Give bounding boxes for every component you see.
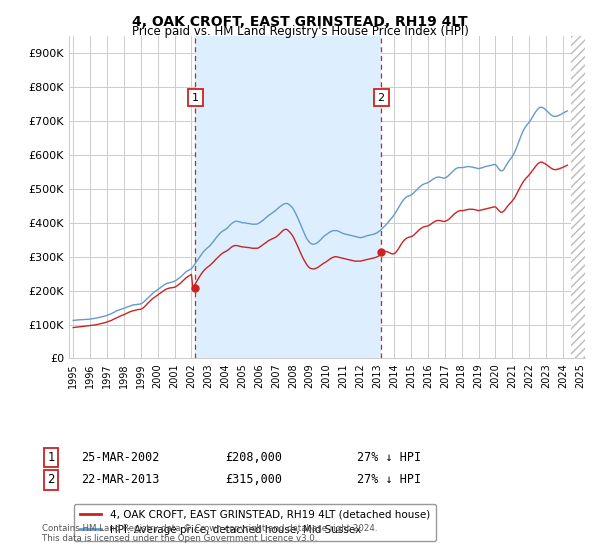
Text: £315,000: £315,000 [225,473,282,487]
Text: 22-MAR-2013: 22-MAR-2013 [81,473,160,487]
Text: 2: 2 [47,473,55,487]
Text: 1: 1 [192,92,199,102]
Bar [196,36,381,358]
Bar [571,36,585,358]
Text: This data is licensed under the Open Government Licence v3.0.: This data is licensed under the Open Gov… [42,534,317,543]
Text: £208,000: £208,000 [225,451,282,464]
Text: 1: 1 [47,451,55,464]
Text: 4, OAK CROFT, EAST GRINSTEAD, RH19 4LT: 4, OAK CROFT, EAST GRINSTEAD, RH19 4LT [132,15,468,29]
Text: Contains HM Land Registry data © Crown copyright and database right 2024.: Contains HM Land Registry data © Crown c… [42,524,377,533]
Legend: 4, OAK CROFT, EAST GRINSTEAD, RH19 4LT (detached house), HPI: Average price, det: 4, OAK CROFT, EAST GRINSTEAD, RH19 4LT (… [74,503,436,542]
Text: 2: 2 [377,92,385,102]
Text: 27% ↓ HPI: 27% ↓ HPI [357,473,421,487]
Text: 27% ↓ HPI: 27% ↓ HPI [357,451,421,464]
Text: 25-MAR-2002: 25-MAR-2002 [81,451,160,464]
Text: Price paid vs. HM Land Registry's House Price Index (HPI): Price paid vs. HM Land Registry's House … [131,25,469,38]
